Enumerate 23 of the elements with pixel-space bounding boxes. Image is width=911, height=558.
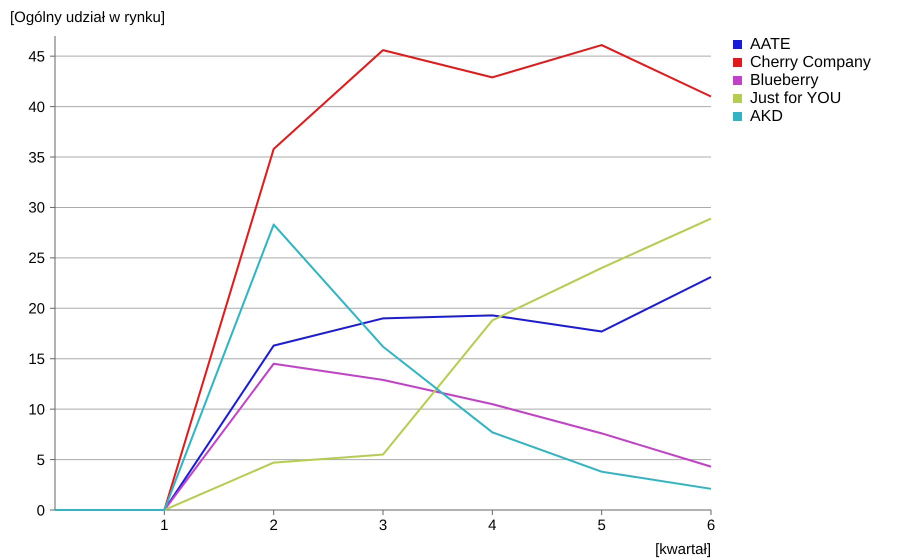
x-tick-label: 6 xyxy=(706,517,716,534)
legend-label: Cherry Company xyxy=(750,54,871,71)
x-tick-label: 5 xyxy=(597,517,606,534)
x-tick-label: 1 xyxy=(160,517,169,534)
legend-label: AATE xyxy=(750,36,791,53)
y-tick-label: 10 xyxy=(28,401,45,418)
y-tick-label: 25 xyxy=(28,250,45,268)
y-tick-label: 30 xyxy=(28,200,45,217)
y-axis-title: [Ogólny udział w rynku] xyxy=(10,9,166,26)
y-tick-label: 15 xyxy=(28,350,45,368)
y-tick-label: 20 xyxy=(28,300,45,318)
y-tick-label: 0 xyxy=(36,502,45,520)
y-tick-label: 45 xyxy=(28,48,45,66)
x-axis-title: [kwartał] xyxy=(655,541,711,558)
legend-label: Blueberry xyxy=(750,72,818,89)
y-tick-label: 40 xyxy=(28,98,45,116)
y-tick-label: 35 xyxy=(28,149,45,166)
x-tick-label: 2 xyxy=(269,517,278,534)
y-tick-label: 5 xyxy=(36,452,45,469)
legend-label: Just for YOU xyxy=(750,90,842,107)
legend-label: AKD xyxy=(750,108,783,125)
x-tick-label: 4 xyxy=(488,517,497,534)
x-tick-label: 3 xyxy=(378,517,388,534)
